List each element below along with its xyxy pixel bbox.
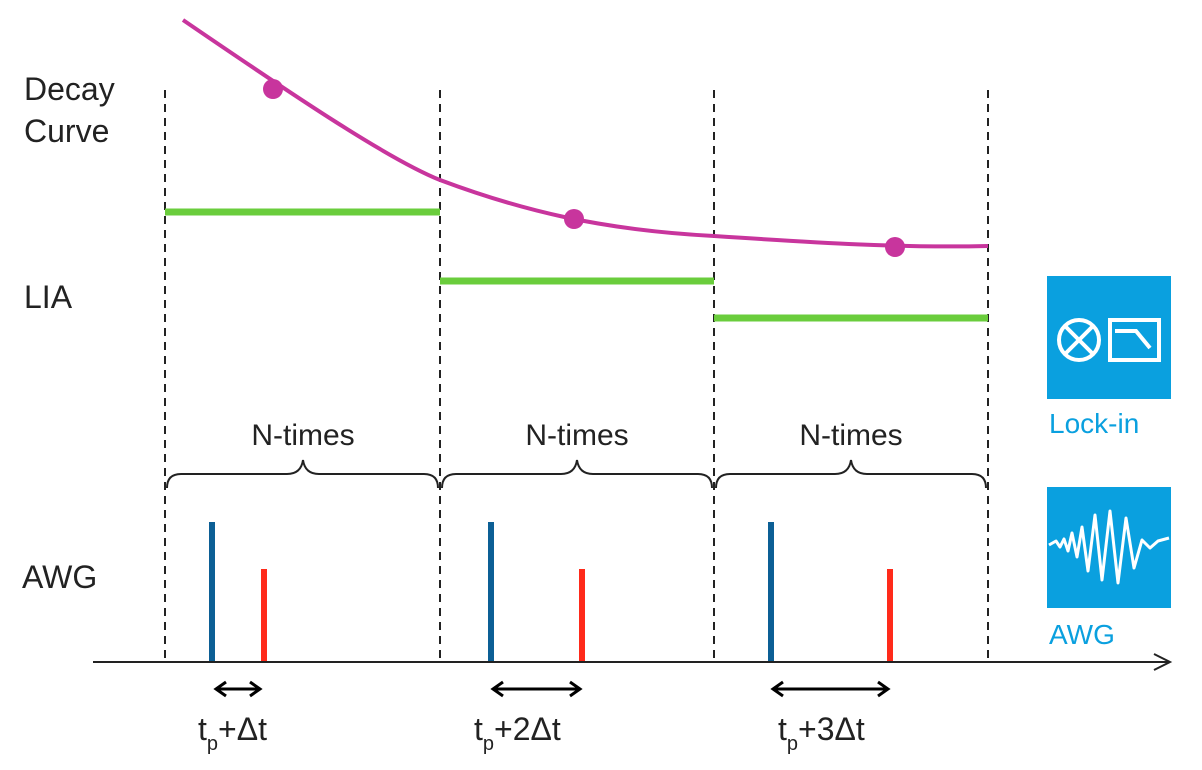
delay-arrow-2 bbox=[490, 680, 583, 698]
delay-arrow-1 bbox=[213, 680, 263, 698]
sample-point-2 bbox=[564, 209, 584, 229]
awg-label: AWG bbox=[22, 559, 97, 595]
repeat-label-2: N-times bbox=[525, 419, 628, 452]
lia-label: LIA bbox=[24, 279, 73, 315]
sample-point-3 bbox=[885, 237, 905, 257]
decay-curve-label-line2: Curve bbox=[24, 113, 109, 149]
segment-dividers bbox=[164, 90, 989, 662]
delay-label-3: tp+3Δt bbox=[778, 711, 865, 755]
sample-point-1 bbox=[263, 79, 283, 99]
awg-caption: AWG bbox=[1049, 619, 1115, 650]
decay-curve-label-line1: Decay bbox=[24, 71, 115, 107]
awg-pulses bbox=[209, 522, 893, 662]
brace-3 bbox=[715, 459, 987, 489]
delay-arrows bbox=[213, 680, 891, 698]
lock-in-icon bbox=[1047, 276, 1171, 399]
delay-label-1: tp+Δt bbox=[198, 711, 267, 755]
mixer-icon bbox=[1057, 318, 1101, 362]
repeat-label-3: N-times bbox=[799, 419, 902, 452]
delay-arrow-3 bbox=[770, 680, 891, 698]
lock-in-caption: Lock-in bbox=[1049, 408, 1139, 439]
lowpass-filter-icon bbox=[1108, 318, 1161, 362]
repeat-label-1: N-times bbox=[251, 419, 354, 452]
decay-curve bbox=[181, 18, 989, 249]
brace-1 bbox=[166, 459, 439, 489]
repeat-braces bbox=[166, 459, 987, 489]
brace-2 bbox=[441, 459, 713, 489]
time-axis-arrowhead bbox=[1153, 653, 1173, 671]
awg-waveform-icon bbox=[1047, 487, 1171, 608]
waveform-icon bbox=[1048, 509, 1170, 585]
delay-label-2: tp+2Δt bbox=[474, 711, 561, 755]
